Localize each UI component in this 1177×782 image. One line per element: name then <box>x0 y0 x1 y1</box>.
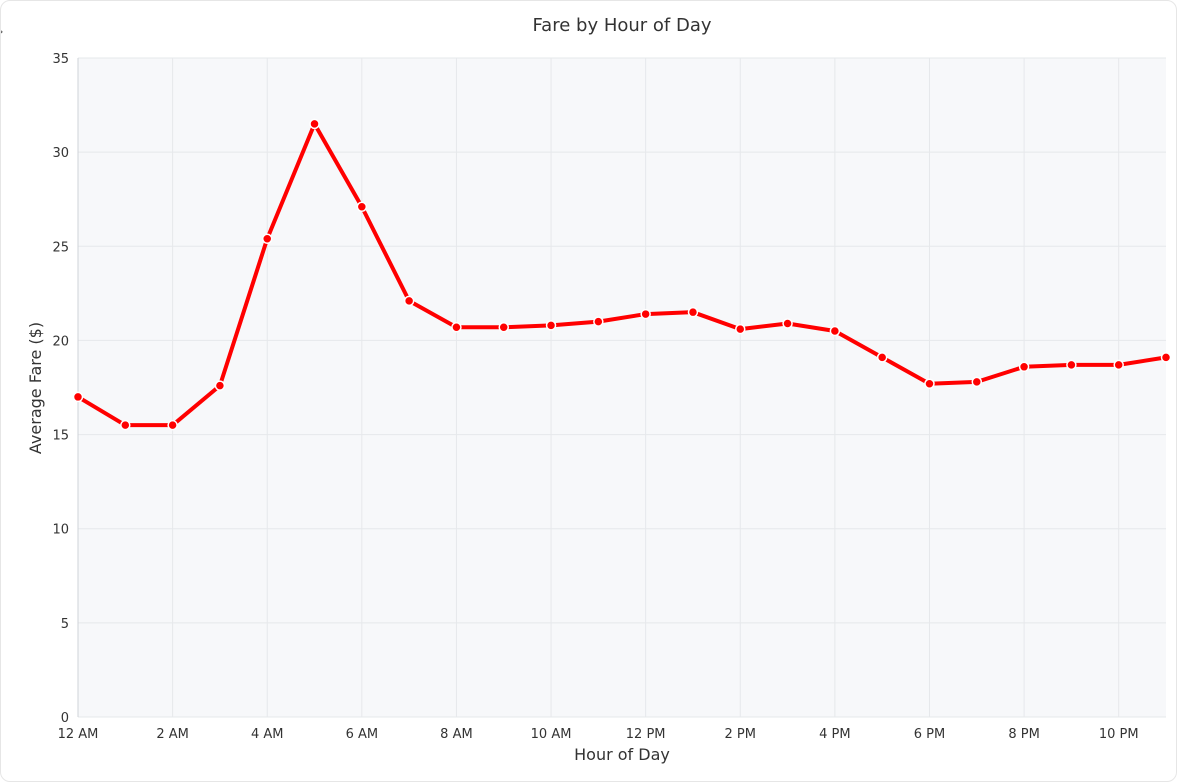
x-axis-ticks: 12 AM 2 AM 4 AM 6 AM 8 AM 10 AM 12 PM 2 PM 4 PM 6… <box>58 727 1139 742</box>
y-tick-label: 25 <box>52 240 69 255</box>
data-point <box>167 419 178 431</box>
series-group <box>72 118 1172 431</box>
x-tick-label: 12 AM <box>58 727 99 742</box>
plot-background <box>78 58 1166 717</box>
data-point <box>1160 352 1172 363</box>
data-point <box>451 321 462 333</box>
data-point <box>1018 361 1030 373</box>
data-point <box>1113 359 1124 371</box>
y-tick-label: 35 <box>52 52 69 67</box>
data-point <box>356 201 368 212</box>
data-point <box>829 325 841 337</box>
x-tick-label: 8 AM <box>440 727 473 742</box>
y-tick-label: 5 <box>61 617 69 632</box>
series-line <box>76 121 1168 428</box>
x-tick-label: 6 PM <box>914 727 945 742</box>
data-point <box>735 323 746 335</box>
data-point <box>545 320 557 331</box>
corner-tick-mark: › <box>1 26 9 37</box>
data-point <box>261 233 273 245</box>
data-point <box>782 318 793 329</box>
y-tick-label: 0 <box>61 711 69 726</box>
y-tick-label: 10 <box>52 523 69 538</box>
data-point <box>640 308 651 320</box>
data-point <box>687 306 699 318</box>
data-point <box>120 419 131 431</box>
x-tick-label: 12 PM <box>626 727 666 742</box>
data-point <box>403 295 415 307</box>
data-point <box>1066 359 1077 371</box>
x-tick-label: 8 PM <box>1008 727 1039 742</box>
x-tick-label: 10 PM <box>1099 727 1139 742</box>
x-tick-label: 2 PM <box>725 727 756 742</box>
data-point <box>971 376 983 388</box>
y-axis-label: Average Fare ($) <box>26 322 45 454</box>
data-point <box>214 380 226 391</box>
x-tick-label: 4 PM <box>819 727 850 742</box>
chart-title: Fare by Hour of Day <box>532 15 711 36</box>
x-tick-label: 2 AM <box>156 727 189 742</box>
x-tick-label: 4 AM <box>251 727 284 742</box>
data-point <box>593 316 604 327</box>
y-axis-ticks: 0 5 10 15 20 25 30 35 <box>52 52 69 726</box>
x-tick-label: 10 AM <box>531 727 572 742</box>
data-point <box>498 321 509 333</box>
data-point <box>924 378 935 389</box>
y-tick-label: 20 <box>52 334 69 349</box>
data-point <box>72 391 84 403</box>
y-tick-label: 15 <box>52 429 69 444</box>
y-tick-label: 30 <box>52 146 69 161</box>
data-point <box>876 352 888 363</box>
data-point <box>309 118 320 130</box>
x-axis-label: Hour of Day <box>574 745 670 764</box>
x-tick-label: 6 AM <box>346 727 379 742</box>
